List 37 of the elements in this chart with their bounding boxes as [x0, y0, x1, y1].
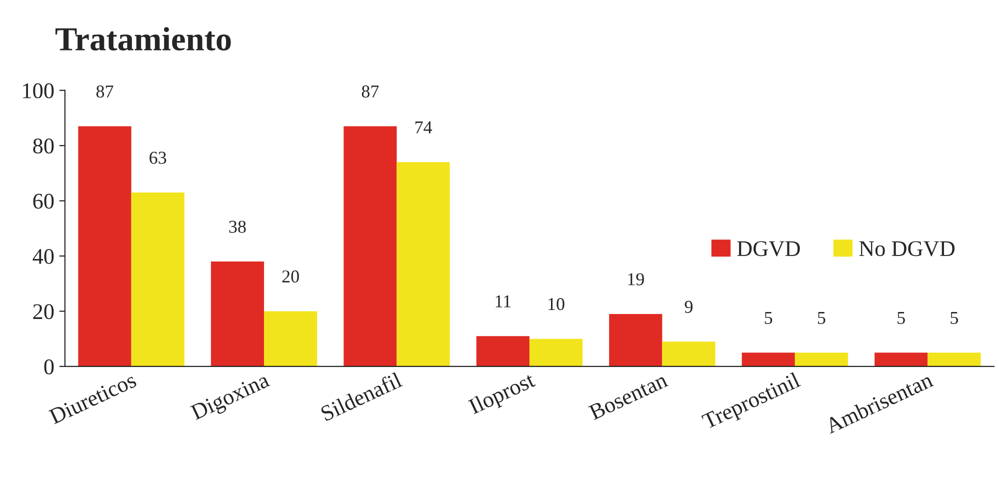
y-tick-label: 100 — [23, 83, 54, 98]
bar — [529, 338, 583, 366]
bar — [210, 262, 264, 366]
bar — [131, 192, 184, 366]
data-label: 38 — [229, 220, 246, 233]
bar — [344, 126, 397, 366]
bar — [742, 352, 795, 366]
bar — [662, 342, 716, 366]
chart-title: Tratamiento — [55, 27, 231, 51]
y-tick-label: 0 — [44, 359, 54, 374]
y-tick-label: 40 — [32, 248, 54, 264]
data-label: 20 — [282, 270, 299, 283]
data-label: 5 — [764, 312, 772, 324]
legend-label: No DGVD — [859, 241, 955, 256]
bar — [874, 352, 928, 366]
data-label: 19 — [628, 273, 644, 286]
data-label: 87 — [96, 85, 114, 98]
data-label: 10 — [548, 298, 564, 310]
bar — [78, 126, 132, 366]
y-tick-label: 80 — [33, 138, 54, 154]
legend-label: DGVD — [737, 241, 800, 256]
bar — [794, 352, 848, 366]
data-label: 5 — [950, 312, 958, 324]
data-label: 9 — [684, 300, 693, 313]
bar — [264, 311, 318, 366]
bar — [396, 162, 450, 366]
data-label: 5 — [898, 312, 905, 324]
data-label: 74 — [415, 121, 432, 134]
data-label: 5 — [818, 312, 826, 324]
y-tick-label: 20 — [33, 304, 54, 320]
y-tick-label: 60 — [33, 194, 54, 209]
data-label: 63 — [150, 152, 166, 164]
bar — [476, 336, 530, 366]
data-label: 11 — [496, 295, 511, 308]
bar — [928, 352, 981, 366]
data-label: 87 — [362, 85, 379, 98]
bar — [609, 314, 662, 366]
